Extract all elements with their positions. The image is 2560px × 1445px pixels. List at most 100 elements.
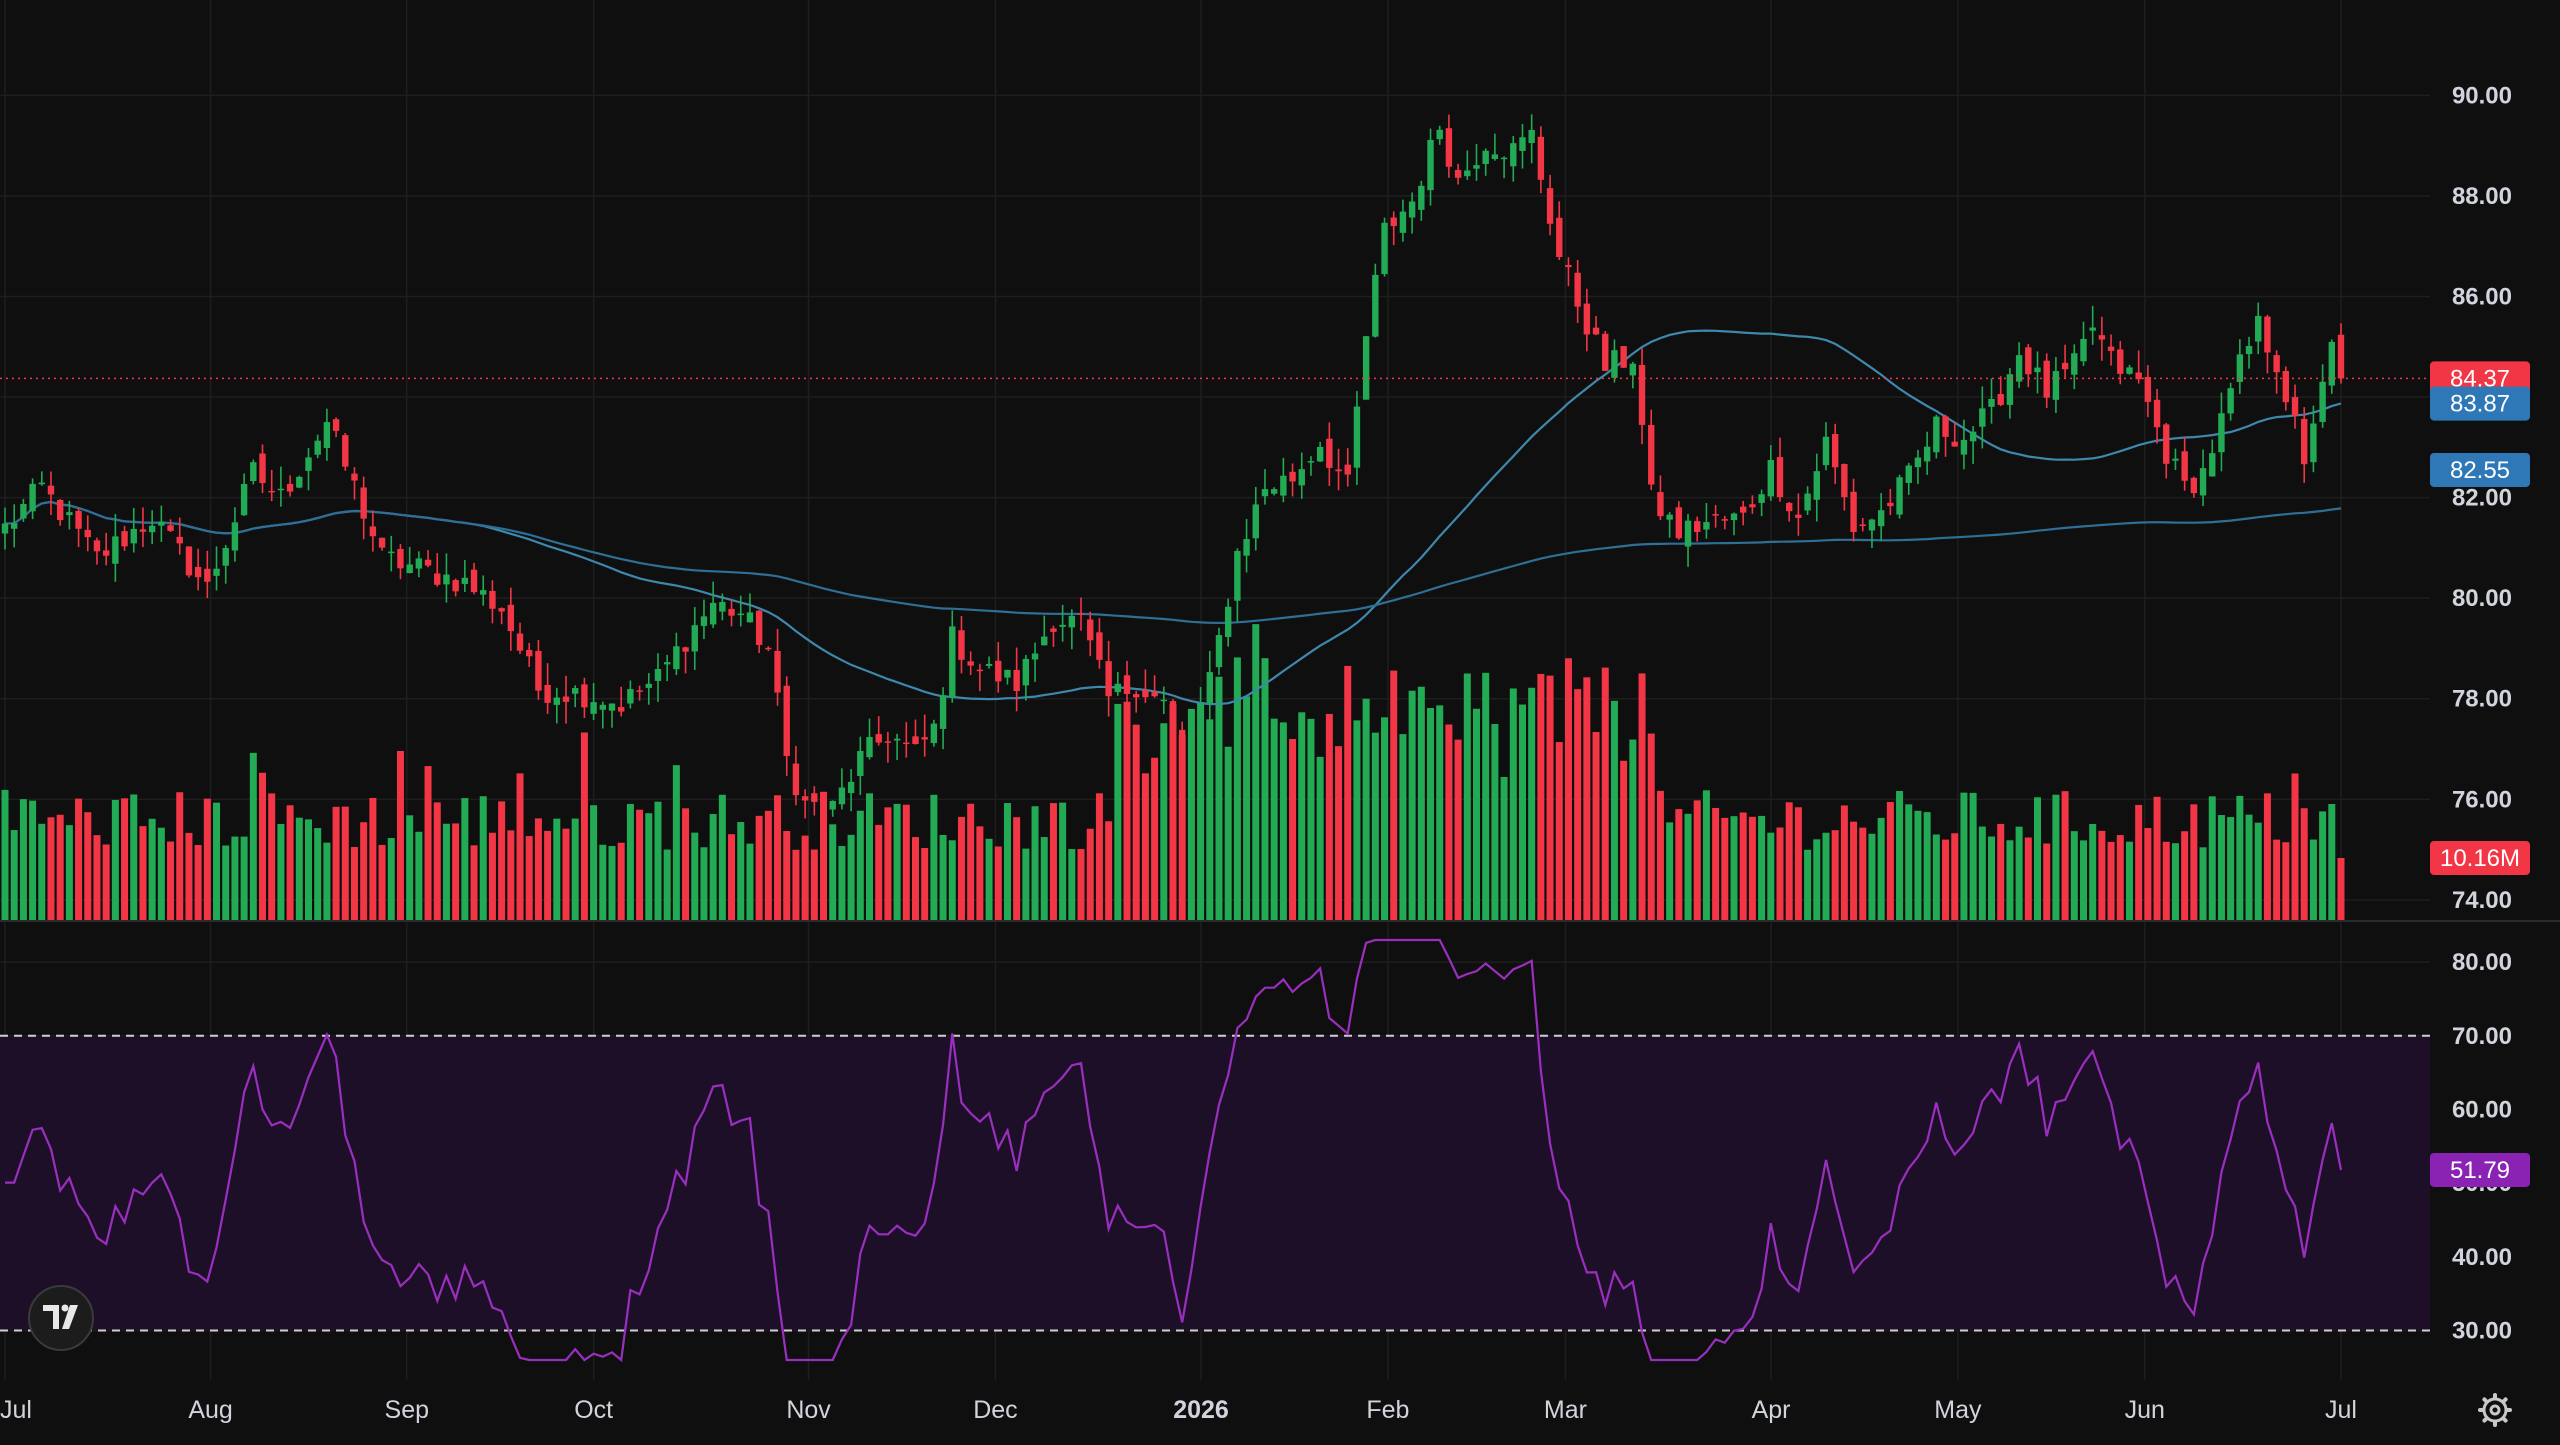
volume-bar [1105,821,1113,920]
volume-bar [1454,739,1462,920]
candle-body [2236,354,2244,382]
volume-tag-text: 10.16M [2440,845,2520,872]
volume-bar [792,849,800,920]
volume-bar [2291,773,2299,920]
candle-body [2301,418,2308,465]
volume-bar [222,845,230,920]
candle-body [526,649,533,657]
volume-bar [2024,837,2032,920]
volume-bar [1427,707,1435,920]
volume-bar [424,766,432,920]
candle-body [2255,315,2262,342]
gear-icon[interactable] [2478,1393,2512,1427]
candle-body [1280,475,1287,496]
candle-body [480,590,487,595]
candle-body [351,473,358,481]
volume-bar [2061,791,2069,920]
volume-bar [1491,724,1499,920]
candle-body [2310,423,2317,463]
volume-bar [884,807,892,920]
volume-bar [1546,675,1554,920]
volume-bar [268,793,276,920]
volume-bar [1169,704,1177,920]
volume-bar [1031,806,1039,920]
time-axis[interactable]: Jul Aug Sep Oct Nov Dec 2026 Feb Mar Apr May Jun Jul [0,1396,2357,1424]
volume-bar [1445,724,1453,920]
volume-bar [737,822,745,920]
volume-bar [2034,797,2042,920]
candle-body [893,738,901,741]
volume-bar [1831,830,1839,920]
volume-bar [1951,833,1959,920]
volume-bar [1472,708,1480,920]
price-tick-label: 88.00 [2452,183,2512,210]
volume-bar [1371,732,1379,920]
volume-bar [1969,792,1977,920]
volume-bar [2006,840,2014,920]
candle-body [774,650,781,693]
candle-body [10,523,18,529]
candle-body [167,525,174,531]
volume-bar [1813,839,1821,920]
tradingview-logo[interactable] [28,1285,94,1351]
candle-body [84,529,91,538]
candle-body [958,630,965,660]
volume-bar [176,792,184,920]
candle-body [1730,513,1738,521]
candle-body [599,704,606,710]
candle-body [1694,521,1701,532]
volume-bar [1049,803,1057,920]
candle-body [2209,453,2216,477]
candle-body [1381,222,1388,275]
candle-body [1749,504,1756,508]
volume-bar [1335,746,1343,920]
candle-body [1703,522,1710,530]
candle-body [1390,217,1397,227]
volume-bar [1362,698,1370,920]
candle-body [1997,393,2004,405]
volume-bar [498,801,506,920]
volume-bar [433,802,441,920]
candle-body [930,723,938,744]
volume-bar [130,794,138,920]
volume-bar [1215,676,1223,920]
candle-body [2006,374,2014,405]
price-axis[interactable]: 90.0088.0086.0084.0082.0080.0078.0076.00… [2452,82,2512,1344]
volume-bar [341,806,349,920]
candle-body [1408,201,1416,218]
candle-body [2061,362,2069,370]
candle-body [1427,139,1434,191]
volume-bar [2153,796,2161,920]
volume-bar [1187,708,1195,920]
volume-bar [360,822,368,920]
candle-body [2089,327,2096,331]
candle-body [1528,129,1535,144]
volume-bar [167,841,175,920]
volume-bar [1160,723,1168,920]
volume-bar [1932,834,1940,920]
volume-bar [1509,688,1517,920]
volume-bar [2079,840,2087,920]
volume-bar [10,830,18,920]
candle-body [516,633,524,651]
candle-body [424,559,432,566]
price-tick-label: 82.00 [2452,485,2512,512]
candle-body [1326,438,1333,468]
price-tick-label: 86.00 [2452,283,2512,310]
volume-bar [2300,808,2308,920]
price-tick-label: 78.00 [2452,686,2512,713]
candle-body [378,537,386,548]
volume-bar [1417,686,1425,920]
time-tick-label: Dec [973,1396,1017,1424]
candle-body [2117,349,2124,374]
volume-bar [1610,700,1618,920]
volume-bar [2052,794,2060,920]
candle-body [1224,606,1232,638]
volume-bar [1537,673,1545,920]
candle-body [1602,333,1609,371]
time-tick-label: Nov [786,1396,831,1424]
volume-bar [1132,724,1140,920]
candle-body [1068,615,1076,628]
